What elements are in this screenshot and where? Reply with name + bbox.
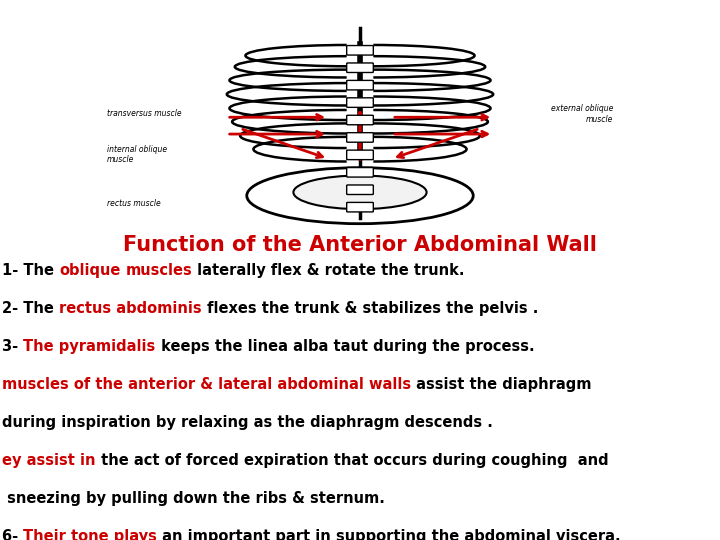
Text: flexes the trunk & stabilizes the pelvis .: flexes the trunk & stabilizes the pelvis… — [202, 301, 538, 316]
Text: an important part in: an important part in — [157, 529, 336, 540]
Text: ey assist in: ey assist in — [2, 453, 96, 468]
Text: Function of the Anterior Abdominal Wall: Function of the Anterior Abdominal Wall — [123, 235, 597, 255]
Text: assist the diaphragm: assist the diaphragm — [411, 377, 592, 392]
Text: during inspiration by relaxing as the diaphragm descends .: during inspiration by relaxing as the di… — [2, 415, 493, 430]
FancyBboxPatch shape — [347, 167, 373, 177]
FancyBboxPatch shape — [347, 63, 373, 72]
Text: 6-: 6- — [2, 529, 23, 540]
Text: laterally flex & rotate the trunk.: laterally flex & rotate the trunk. — [192, 263, 465, 278]
Ellipse shape — [294, 176, 426, 209]
Text: transversus muscle: transversus muscle — [107, 110, 181, 118]
FancyBboxPatch shape — [347, 45, 373, 55]
Text: 2- The: 2- The — [2, 301, 59, 316]
FancyBboxPatch shape — [347, 150, 373, 160]
Text: .: . — [615, 529, 621, 540]
Text: supporting the abdominal viscera: supporting the abdominal viscera — [336, 529, 615, 540]
Text: muscles of the anterior & lateral abdominal walls: muscles of the anterior & lateral abdomi… — [2, 377, 411, 392]
FancyBboxPatch shape — [347, 202, 373, 212]
Text: oblique: oblique — [59, 263, 120, 278]
FancyBboxPatch shape — [347, 98, 373, 107]
Text: 3-: 3- — [2, 339, 23, 354]
FancyBboxPatch shape — [347, 185, 373, 194]
Text: keeps the linea alba taut during the process.: keeps the linea alba taut during the pro… — [156, 339, 534, 354]
Text: muscles: muscles — [125, 263, 192, 278]
Text: 1- The: 1- The — [2, 263, 59, 278]
FancyBboxPatch shape — [347, 133, 373, 142]
FancyBboxPatch shape — [347, 80, 373, 90]
Text: The pyramidalis: The pyramidalis — [23, 339, 156, 354]
Ellipse shape — [247, 168, 473, 224]
Text: rectus abdominis: rectus abdominis — [59, 301, 202, 316]
Text: rectus muscle: rectus muscle — [107, 199, 161, 208]
Text: Their tone plays: Their tone plays — [23, 529, 157, 540]
Text: internal oblique
muscle: internal oblique muscle — [107, 145, 167, 164]
FancyBboxPatch shape — [347, 115, 373, 125]
Text: the act of forced expiration that occurs during coughing  and: the act of forced expiration that occurs… — [96, 453, 608, 468]
Text: sneezing by pulling down the ribs & sternum.: sneezing by pulling down the ribs & ster… — [2, 491, 385, 506]
Text: external oblique
muscle: external oblique muscle — [551, 104, 613, 124]
